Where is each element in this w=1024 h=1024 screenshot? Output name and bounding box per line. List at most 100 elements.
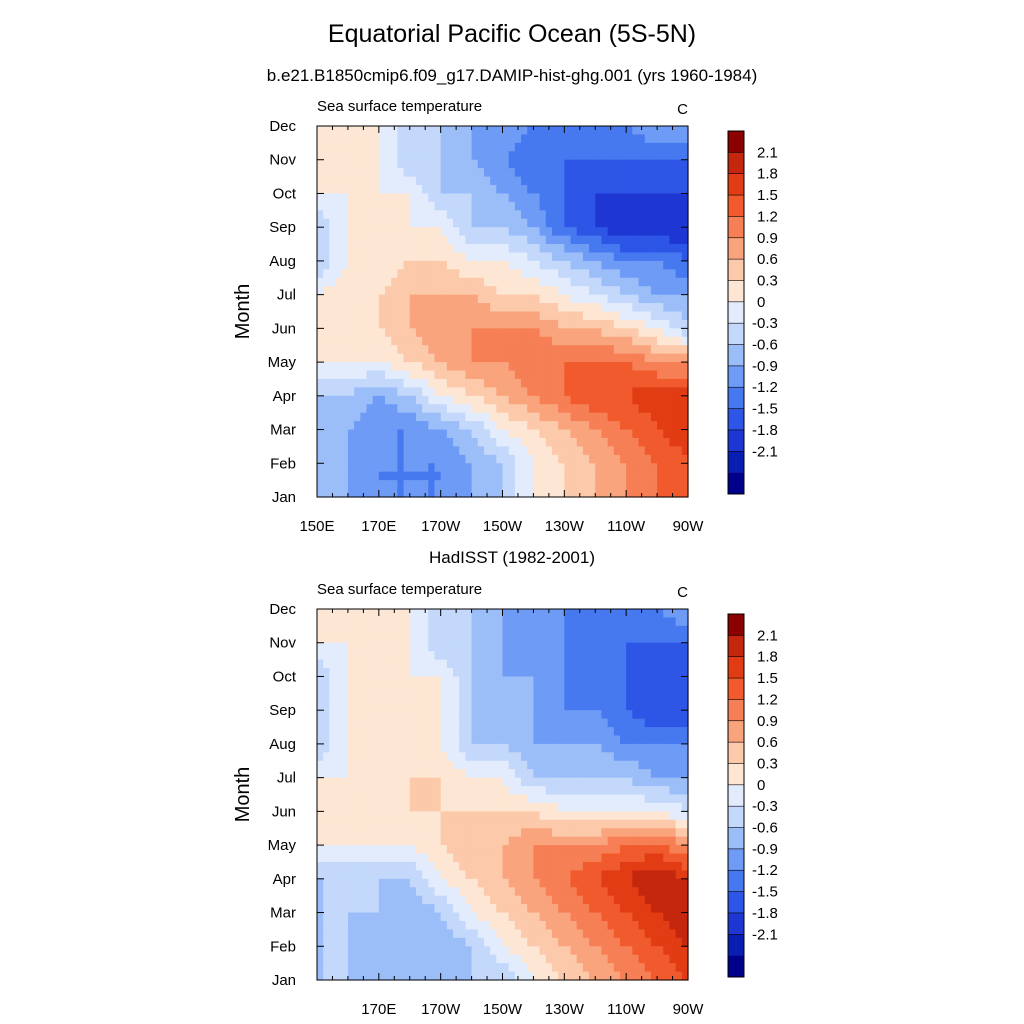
contour-cell [595,668,603,678]
contour-cell [360,142,368,152]
contour-cell [607,668,615,678]
contour-cell [681,151,689,161]
contour-cell [409,710,417,720]
contour-cell [619,718,627,728]
contour-cell [657,693,664,703]
contour-cell [502,769,510,779]
contour-cell [595,642,603,652]
contour-cell [496,437,504,448]
contour-cell [589,651,596,661]
contour-cell [657,370,664,380]
contour-cell [589,269,596,279]
contour-cell [545,134,553,144]
y-tick-label: Jan [272,489,296,506]
contour-cell [378,412,386,422]
contour-cell [601,760,609,770]
contour-cell [570,328,578,338]
contour-cell [335,727,343,737]
contour-cell [626,769,633,779]
contour-cell [619,277,627,287]
contour-cell [521,845,528,855]
contour-cell [477,151,485,161]
contour-cell [595,777,603,787]
contour-cell [657,159,664,169]
contour-cell [619,210,627,220]
contour-cell [360,185,368,195]
contour-cell [545,193,553,203]
contour-cell [483,294,491,304]
contour-cell [378,218,386,228]
contour-cell [403,819,411,829]
contour-cell [595,836,603,846]
contour-cell [576,286,584,296]
contour-cell [669,437,677,448]
contour-cell [576,904,584,914]
contour-cell [527,480,535,490]
contour-cell [675,760,683,770]
contour-cell [347,235,355,245]
contour-cell [372,659,380,669]
contour-cell [496,811,504,821]
contour-cell [347,617,355,627]
contour-cell [335,878,343,888]
contour-cell [366,625,374,635]
contour-cell [607,735,615,745]
contour-cell [570,701,578,711]
contour-cell [613,168,621,178]
contour-cell [576,446,584,456]
contour-cell [533,912,541,922]
contour-cell [638,828,646,838]
contour-cell [403,743,411,753]
contour-cell [329,743,337,753]
contour-cell [372,861,380,871]
contour-cell [551,676,559,686]
contour-cell [329,836,337,846]
contour-cell [613,727,621,737]
contour-cell [465,370,473,380]
contour-cell [483,336,491,346]
contour-cell [595,235,603,245]
contour-cell [496,659,504,669]
contour-cell [446,227,454,237]
contour-cell [582,887,590,897]
contour-cell [638,651,646,661]
contour-cell [601,286,609,296]
contour-cell [434,853,442,863]
contour-cell [582,870,590,880]
contour-cell [323,244,330,254]
contour-cell [415,227,423,237]
contour-cell [372,777,380,787]
contour-cell [366,642,374,652]
contour-cell [496,319,504,329]
contour-cell [545,404,553,414]
contour-cell [638,752,646,762]
contour-cell [378,802,386,812]
contour-cell [397,693,405,703]
contour-cell [619,269,627,279]
contour-cell [619,370,627,380]
contour-cell [440,260,448,270]
contour-cell [613,676,621,686]
contour-cell [341,235,349,245]
contour-cell [508,252,516,262]
contour-cell [582,404,590,414]
contour-cell [490,378,497,388]
contour-cell [508,488,516,498]
contour-cell [354,642,361,652]
contour-cell [558,651,565,661]
contour-cell [428,463,436,473]
contour-cell [471,319,479,329]
contour-cell [663,193,671,203]
contour-cell [626,252,633,262]
contour-cell [650,210,658,220]
contour-cell [514,617,522,627]
contour-cell [490,853,497,863]
contour-cell [657,651,664,661]
contour-cell [527,362,535,372]
contour-cell [669,794,677,804]
contour-cell [681,625,689,635]
contour-cell [502,201,510,211]
contour-cell [564,743,572,753]
contour-cell [527,345,535,355]
contour-cell [465,701,473,711]
